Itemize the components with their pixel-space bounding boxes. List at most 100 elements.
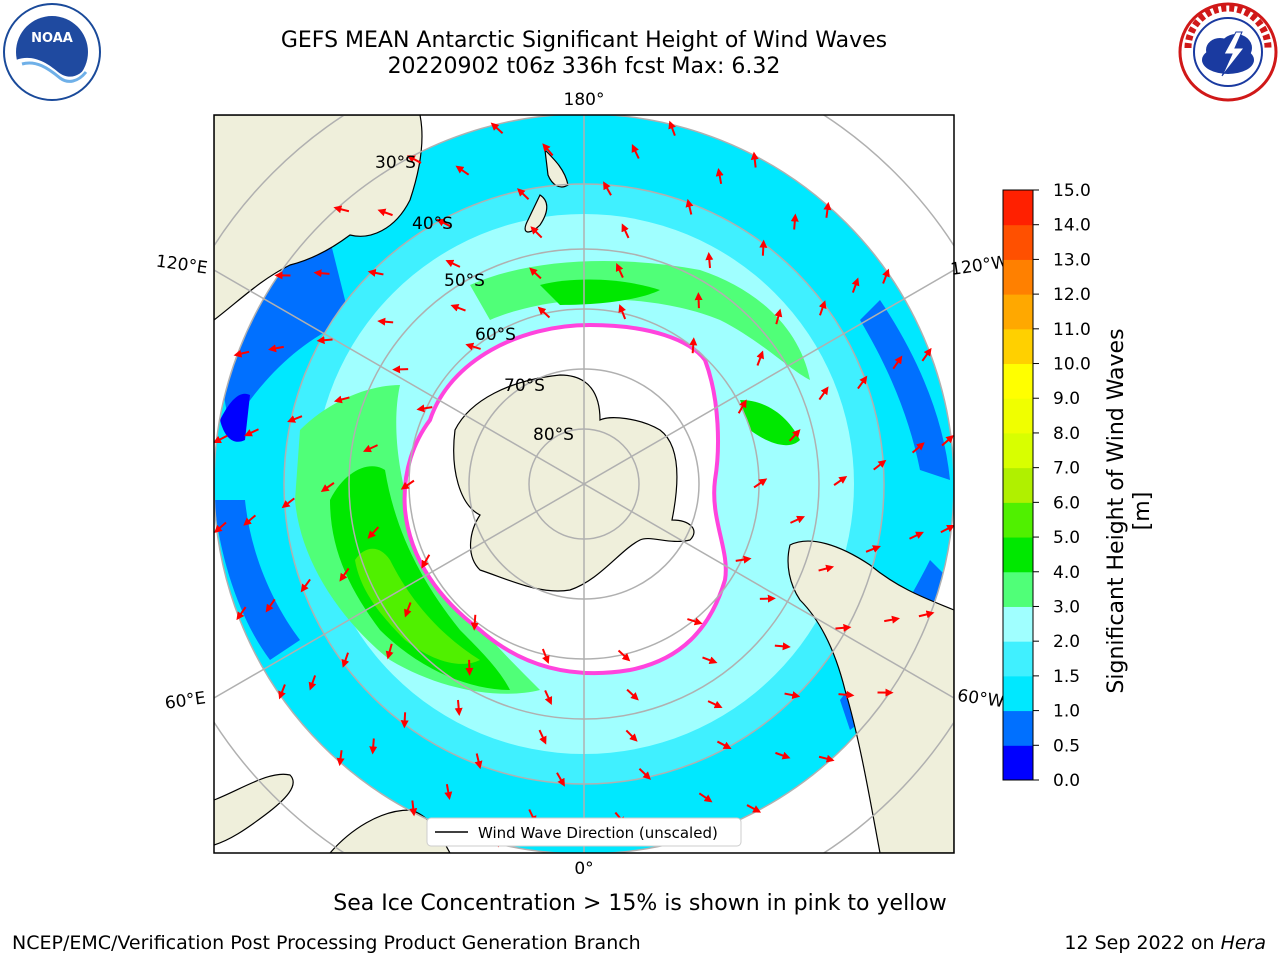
- date-prefix: 12 Sep 2022 on: [1064, 932, 1221, 954]
- wave-direction-arrow: [421, 554, 431, 569]
- lat-label-60s: 60°S: [475, 325, 516, 345]
- wave-direction-arrow: [707, 700, 723, 709]
- lon-label-60e: 60°E: [164, 688, 207, 713]
- colorbar-label: Significant Height of Wind Waves [m]: [1104, 328, 1155, 694]
- wave-direction-arrow: [759, 239, 768, 256]
- colorbar-tick-label: 14.0: [1053, 216, 1091, 236]
- wave-direction-arrow: [823, 201, 832, 218]
- map-legend: Wind Wave Direction (unscaled): [426, 817, 742, 847]
- wave-direction-arrow: [617, 649, 631, 662]
- wave-direction-arrow: [244, 428, 259, 437]
- wave-direction-arrow: [621, 223, 630, 239]
- credit-text: NCEP/EMC/Verification Post Processing Pr…: [12, 932, 641, 954]
- wave-direction-arrow: [818, 386, 829, 401]
- colorbar-segment: [1003, 328, 1033, 365]
- wave-direction-arrow: [618, 304, 627, 320]
- wave-direction-arrow: [403, 602, 412, 618]
- wave-direction-arrow: [367, 268, 384, 277]
- wave-direction-arrow: [884, 615, 900, 624]
- wave-direction-arrow: [865, 545, 881, 553]
- wave-direction-arrow: [818, 300, 827, 316]
- colorbar-tick-label: 0.0: [1053, 771, 1080, 791]
- wave-direction-arrow: [278, 684, 286, 700]
- noaa-logo-text: NOAA: [31, 31, 73, 46]
- wave-direction-arrow: [940, 524, 954, 534]
- lon-label-120w: 120°W: [949, 252, 1009, 280]
- wave-direction-arrow: [537, 306, 551, 319]
- wave-direction-arrow: [336, 750, 345, 767]
- colorbar-segment: [1003, 294, 1033, 330]
- wave-direction-arrow: [517, 188, 530, 201]
- wave-direction-arrow: [233, 349, 250, 358]
- wave-direction-arrows: [214, 120, 954, 848]
- colorbar-tick-label: 1.0: [1053, 702, 1080, 722]
- lat-label-80s: 80°S: [533, 425, 574, 445]
- wave-direction-arrow: [918, 610, 935, 619]
- colorbar-segment: [1003, 675, 1033, 712]
- wave-direction-arrow: [538, 729, 547, 745]
- wave-direction-arrow: [300, 578, 311, 593]
- lon-label-120e: 120°E: [155, 252, 209, 279]
- colorbar-tick-label: 3.0: [1053, 597, 1080, 617]
- wave-direction-arrow: [544, 690, 553, 705]
- wave-direction-arrow: [882, 268, 890, 284]
- wave-direction-arrow: [236, 606, 247, 621]
- wave-direction-arrow: [474, 753, 483, 770]
- wave-direction-arrow: [625, 729, 638, 742]
- wave-direction-arrow: [541, 648, 550, 664]
- wave-direction-arrow: [921, 347, 932, 362]
- colorbar-tick-label: 7.0: [1053, 459, 1080, 479]
- wave-direction-arrow: [774, 642, 791, 651]
- colorbar-segment: [1003, 398, 1033, 434]
- wave-direction-arrow: [788, 429, 801, 442]
- africa: [214, 773, 294, 846]
- wave-direction-arrow: [687, 617, 703, 626]
- wave-direction-arrow: [214, 521, 227, 534]
- lat-label-40s: 40°S: [412, 214, 453, 234]
- wave-direction-arrow: [385, 643, 394, 660]
- wave-direction-arrow: [715, 168, 724, 184]
- land-masses: [214, 115, 954, 853]
- wave-direction-arrow: [838, 690, 855, 699]
- wave-direction-arrow: [320, 482, 335, 493]
- wave-direction-arrow: [835, 623, 852, 632]
- wave-direction-arrow: [631, 144, 640, 159]
- australia: [214, 115, 423, 321]
- wave-direction-arrow: [406, 155, 422, 164]
- colorbar-segment: [1003, 363, 1033, 399]
- wave-direction-arrow: [341, 652, 350, 668]
- wave-direction-arrow: [339, 567, 350, 582]
- wave-direction-arrow: [689, 337, 698, 354]
- wave-direction-arrow: [556, 772, 565, 787]
- wave-direction-arrow: [698, 792, 713, 803]
- wave-direction-arrow: [784, 691, 801, 700]
- wave-direction-arrow: [790, 515, 805, 524]
- lon-label-180: 180°: [564, 90, 605, 110]
- colorbar-segment: [1003, 224, 1033, 260]
- south-america: [787, 540, 954, 853]
- wave-direction-arrow: [308, 675, 317, 691]
- chart-subtitle: 20220902 t06z 336h fcst Max: 6.32: [387, 54, 781, 79]
- wave-direction-arrow: [243, 514, 257, 526]
- colorbar-segment: [1003, 710, 1033, 746]
- wave-direction-arrow: [941, 434, 954, 447]
- colorbar-tick-label: 0.5: [1053, 736, 1080, 756]
- colorbar-segment: [1003, 571, 1033, 607]
- antarctica: [453, 374, 695, 592]
- wave-direction-arrow: [214, 434, 228, 444]
- wave-direction-arrow: [603, 181, 612, 196]
- colorbar-tick-label: 8.0: [1053, 424, 1080, 444]
- wave-direction-arrow: [400, 479, 415, 490]
- wave-direction-arrow: [445, 259, 461, 268]
- colorbar-tick-label: 6.0: [1053, 493, 1080, 513]
- wave-direction-arrow: [287, 415, 303, 423]
- colorbar-tick-label: 13.0: [1053, 250, 1091, 270]
- wave-direction-arrow: [316, 336, 333, 345]
- wave-direction-arrow: [454, 699, 463, 716]
- wave-direction-arrow: [774, 308, 783, 325]
- colorbar-tick-label: 4.0: [1053, 563, 1080, 583]
- wave-direction-arrow: [911, 442, 925, 454]
- colorbar-segment: [1003, 502, 1033, 538]
- new-zealand-south: [524, 194, 548, 233]
